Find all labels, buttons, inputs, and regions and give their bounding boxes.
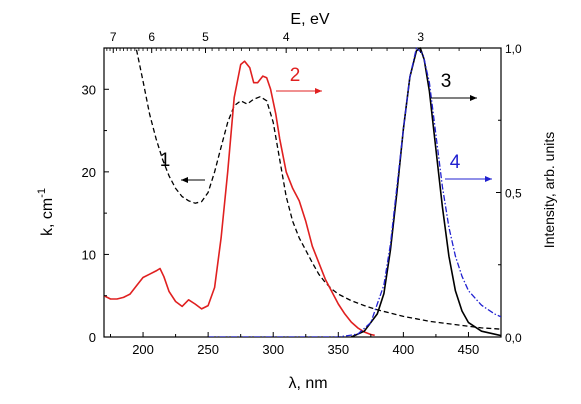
- arrowhead-icon: [315, 88, 322, 94]
- y-tick-label: 0: [89, 330, 96, 345]
- top-tick-label: 4: [283, 30, 290, 44]
- y2-axis-label: Intensity, arb. units: [541, 132, 557, 248]
- annotations: 1 2 3 4: [160, 65, 492, 183]
- arrowhead-icon: [485, 176, 492, 182]
- series-line-4: [208, 47, 501, 337]
- axes: 200 250 300 350 400 450 0 10 20 30 0,0 0,5 1,0 7 6 5 4 3: [82, 30, 522, 357]
- y2-tick-label: 1,0: [505, 42, 522, 56]
- top-axis-label: E, eV: [290, 11, 329, 28]
- series-label-1: 1: [160, 150, 171, 171]
- x-tick-label: 200: [132, 342, 154, 357]
- x-tick-label: 300: [262, 342, 284, 357]
- y-tick-label: 20: [82, 165, 96, 180]
- curves: [104, 47, 501, 337]
- y-axis-label: k, cm-1: [36, 188, 56, 236]
- x-tick-label: 450: [458, 342, 480, 357]
- series-line-2: [104, 60, 375, 337]
- top-tick-label: 6: [148, 30, 155, 44]
- x-tick-label: 350: [327, 342, 349, 357]
- top-tick-label: 7: [110, 30, 117, 44]
- x-axis-label: λ, nm: [288, 375, 327, 392]
- top-tick-label: 3: [417, 30, 424, 44]
- series-label-3: 3: [441, 71, 452, 92]
- y-tick-label: 10: [82, 247, 96, 262]
- y-axis-label-main: k, cm: [39, 198, 56, 236]
- series-line-3: [350, 47, 501, 337]
- y2-tick-label: 0,5: [505, 187, 522, 201]
- y2-tick-label: 0,0: [505, 331, 522, 345]
- y-tick-label: 30: [82, 82, 96, 97]
- series-line-1: [135, 49, 501, 330]
- top-tick-label: 5: [202, 30, 209, 44]
- arrowhead-icon: [470, 95, 477, 101]
- series-label-4: 4: [450, 152, 461, 173]
- x-tick-label: 400: [393, 342, 415, 357]
- y-axis-label-sup: -1: [36, 188, 48, 198]
- series-label-2: 2: [290, 65, 301, 86]
- x-tick-label: 250: [197, 342, 219, 357]
- arrowhead-icon: [181, 177, 188, 183]
